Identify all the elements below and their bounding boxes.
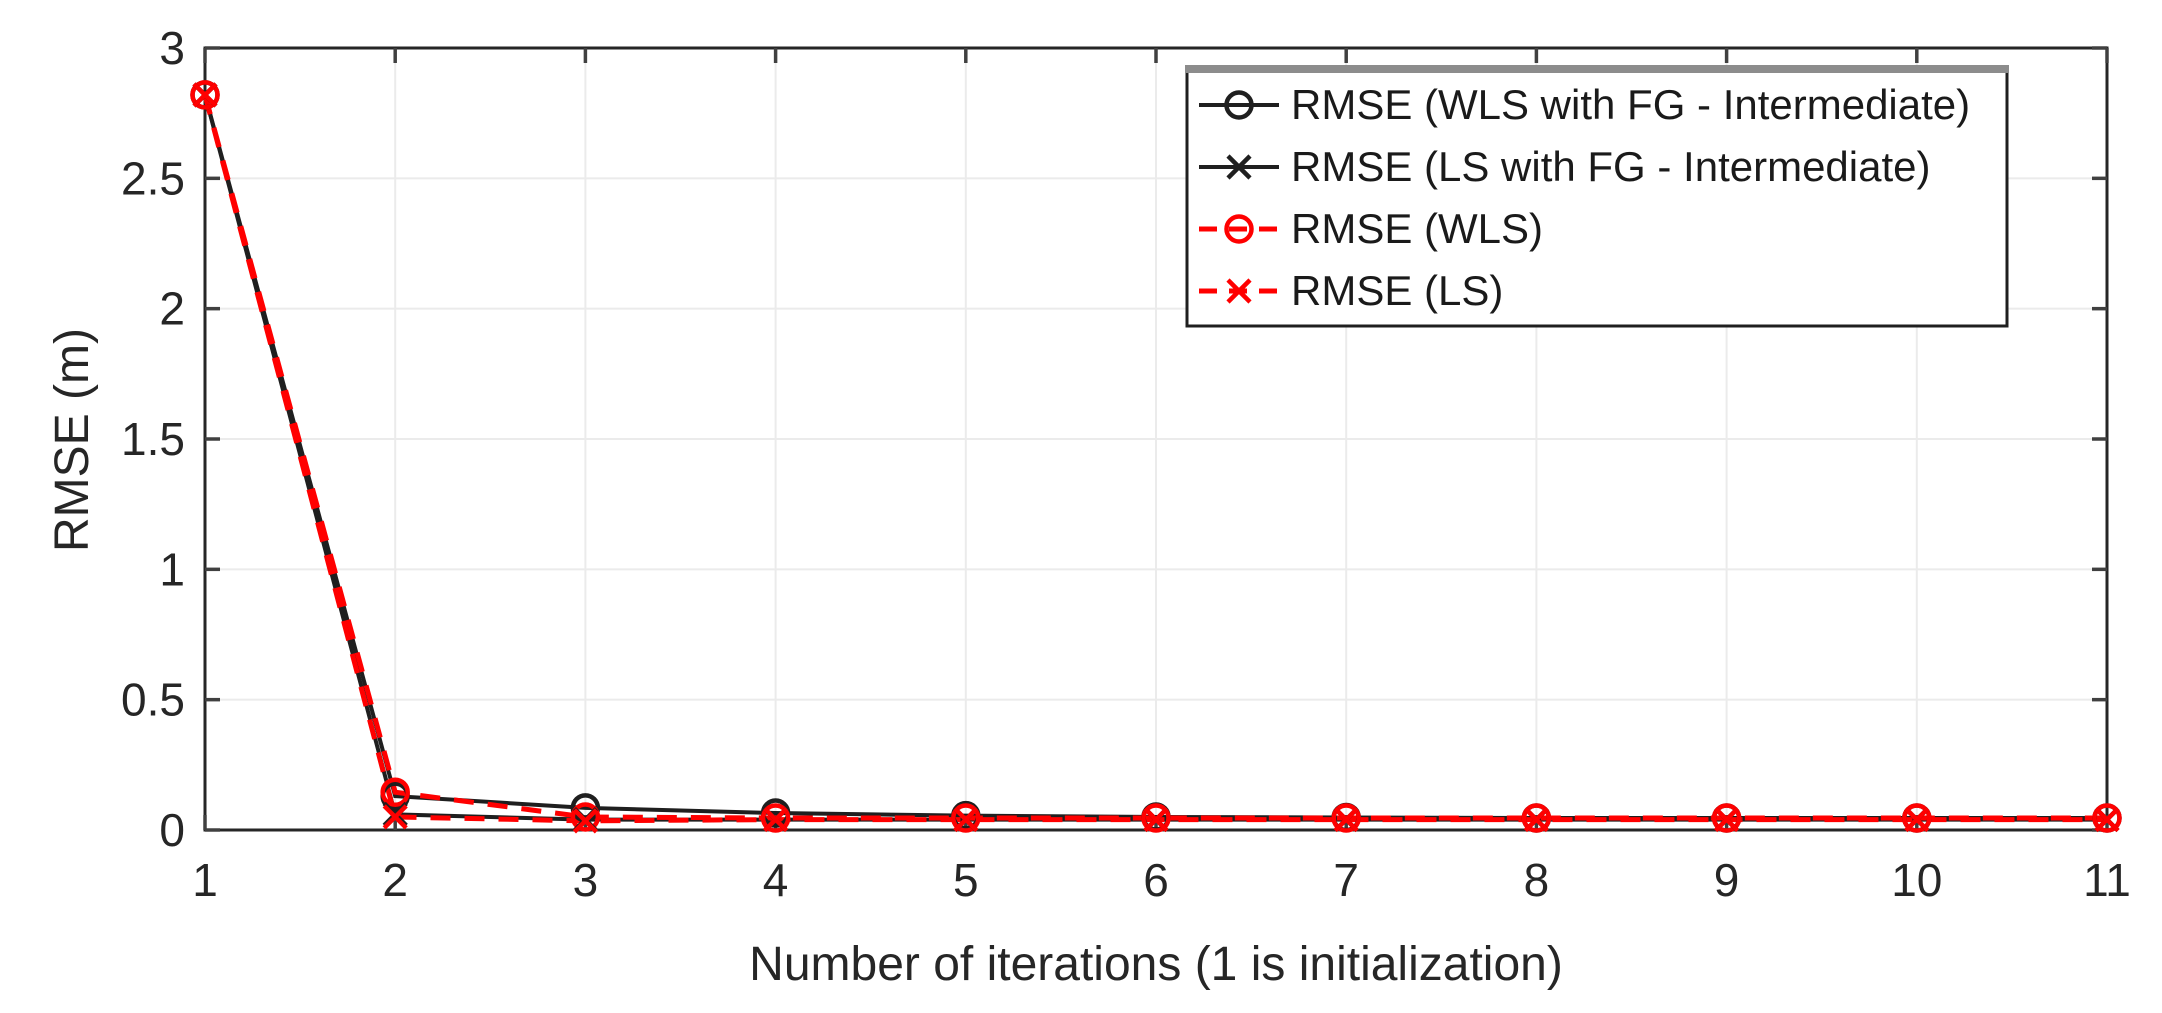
legend-entry: RMSE (WLS with FG - Intermediate): [1199, 81, 1970, 128]
y-tick-label: 2: [159, 283, 185, 335]
x-tick-label: 6: [1143, 854, 1169, 906]
legend-entry: RMSE (LS): [1199, 267, 1503, 314]
legend-entry: RMSE (LS with FG - Intermediate): [1199, 143, 1931, 190]
data-point-marker-s2: [1711, 803, 1742, 833]
markers-layer: [190, 80, 2122, 834]
x-tick-label: 11: [2083, 854, 2131, 906]
y-tick-label: 0: [159, 804, 185, 856]
legend-marker-x: [1226, 278, 1252, 304]
data-point-marker-s2: [760, 803, 791, 833]
data-point-marker-s2: [190, 80, 220, 110]
data-point-marker-s2: [1141, 803, 1171, 833]
legend-marker-circle: [1224, 90, 1254, 120]
legend-entry-label: RMSE (LS with FG - Intermediate): [1291, 143, 1931, 190]
series-line-2: [202, 94, 2107, 821]
data-point-marker-s2: [2092, 803, 2122, 833]
x-tick-label: 8: [1524, 854, 1550, 906]
data-point-marker-s3: [382, 804, 408, 830]
x-tick-label: 10: [1891, 854, 1942, 906]
data-point-marker-s2: [380, 777, 410, 807]
legend-entry: RMSE (WLS): [1199, 205, 1543, 252]
legend-marker-circle: [1224, 214, 1254, 244]
y-tick-label: 2.5: [121, 152, 185, 204]
data-point-marker-s2: [1521, 803, 1552, 833]
y-axis-label: RMSE (m): [46, 328, 99, 552]
data-point-marker-s3: [572, 808, 598, 834]
tick-labels-layer: 1 2 3 4 5 6 7 8 9 10 11 0 0.5 1 1.5 2 2.5 3: [121, 22, 2131, 906]
data-point-marker-s3: [1904, 806, 1930, 833]
legend: RMSE (WLS with FG - Intermediate) RMSE (L…: [1185, 65, 2009, 328]
legend-entry-label: RMSE (LS): [1291, 267, 1503, 314]
legend-entry-label: RMSE (WLS): [1291, 205, 1543, 252]
y-tick-label: 1: [159, 543, 185, 595]
x-tick-label: 2: [382, 854, 408, 906]
y-tick-label: 0.5: [121, 674, 185, 726]
data-point-marker-s3: [1333, 806, 1359, 833]
x-tick-label: 3: [573, 854, 599, 906]
legend-marker-x: [1226, 154, 1252, 180]
data-point-marker-s3: [763, 806, 789, 833]
data-point-marker-s3: [1714, 806, 1740, 833]
legend-entry-label: RMSE (WLS with FG - Intermediate): [1291, 81, 1970, 128]
x-tick-label: 4: [763, 854, 789, 906]
y-tick-label: 1.5: [121, 413, 185, 465]
x-tick-label: 1: [192, 854, 218, 906]
data-point-marker-s3: [1143, 806, 1169, 833]
data-point-marker-s2: [1331, 803, 1361, 833]
data-point-marker-s2: [1902, 803, 1932, 833]
x-axis-label: Number of iterations (1 is initializatio…: [749, 938, 1563, 991]
data-point-marker-s3: [2094, 806, 2120, 833]
x-tick-label: 5: [953, 854, 979, 906]
x-tick-label: 7: [1333, 854, 1359, 906]
data-point-marker-s2: [570, 802, 601, 832]
data-point-marker-s2: [951, 803, 981, 833]
x-tick-label: 9: [1714, 854, 1740, 906]
y-tick-label: 3: [159, 22, 185, 74]
data-point-marker-s3: [192, 82, 218, 108]
data-point-marker-s3: [953, 806, 979, 833]
legend-box: [1185, 66, 2009, 328]
data-point-marker-s3: [1523, 806, 1549, 833]
